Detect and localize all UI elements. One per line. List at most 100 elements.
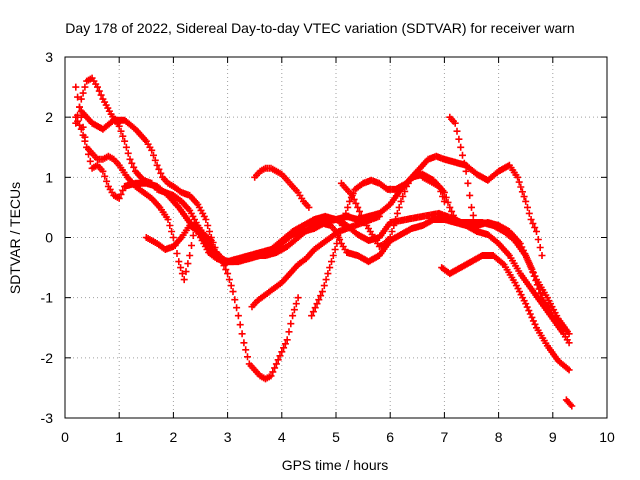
data-point xyxy=(291,185,294,188)
data-point xyxy=(353,224,357,227)
data-point xyxy=(475,173,479,176)
data-point xyxy=(269,374,273,378)
data-point xyxy=(329,236,332,239)
data-point xyxy=(85,146,88,149)
data-point xyxy=(166,182,170,185)
data-point xyxy=(421,215,424,218)
data-point xyxy=(177,206,180,209)
data-point xyxy=(107,155,110,158)
data-point xyxy=(378,254,381,257)
data-point xyxy=(74,122,78,125)
data-point xyxy=(529,287,533,290)
data-point xyxy=(356,254,359,257)
series-track-6 xyxy=(251,164,313,211)
data-point xyxy=(567,332,571,335)
data-point xyxy=(80,110,83,113)
data-point xyxy=(321,290,324,293)
data-point xyxy=(529,266,533,269)
data-point xyxy=(183,278,186,281)
data-point xyxy=(74,85,78,89)
data-point xyxy=(502,263,506,266)
data-point xyxy=(296,296,300,299)
data-point xyxy=(405,185,408,188)
data-point xyxy=(288,272,292,275)
data-point xyxy=(378,215,381,218)
x-tick-label: 3 xyxy=(224,429,232,445)
data-point xyxy=(464,164,468,167)
data-point xyxy=(164,248,167,251)
data-point xyxy=(275,251,278,254)
chart-title: Day 178 of 2022, Sidereal Day-to-day VTE… xyxy=(65,20,574,36)
data-point xyxy=(296,263,300,266)
data-point xyxy=(437,185,441,188)
data-point xyxy=(557,359,560,362)
data-point xyxy=(180,236,183,239)
data-point xyxy=(470,206,473,209)
data-point xyxy=(134,170,137,173)
data-point xyxy=(367,239,370,242)
data-point xyxy=(345,251,348,254)
data-point xyxy=(253,176,256,179)
data-point xyxy=(551,314,554,317)
data-point xyxy=(145,140,148,143)
y-tick-label: 2 xyxy=(45,109,53,125)
data-point xyxy=(448,206,451,209)
data-point xyxy=(570,404,573,408)
data-point xyxy=(253,254,256,257)
data-point xyxy=(123,140,126,143)
data-point xyxy=(180,191,183,194)
data-point xyxy=(565,398,568,402)
data-point xyxy=(134,182,137,185)
data-point xyxy=(448,272,451,275)
data-point xyxy=(567,341,571,344)
data-point xyxy=(264,377,267,381)
data-point xyxy=(101,97,105,101)
data-point xyxy=(302,224,305,227)
data-point xyxy=(348,200,351,203)
data-point xyxy=(459,146,462,149)
data-point xyxy=(307,206,311,209)
data-point xyxy=(96,164,99,167)
data-point xyxy=(286,245,289,248)
x-tick-label: 2 xyxy=(170,429,178,445)
data-point xyxy=(524,302,527,305)
data-point xyxy=(90,76,94,80)
data-point xyxy=(459,266,462,269)
data-point xyxy=(524,200,527,203)
data-point xyxy=(440,266,443,269)
data-point xyxy=(386,188,389,191)
data-point xyxy=(307,227,311,230)
data-point xyxy=(242,341,246,344)
data-point xyxy=(212,254,216,257)
series-track-5 xyxy=(72,83,215,244)
data-point xyxy=(351,194,354,197)
data-point xyxy=(321,242,324,245)
data-point xyxy=(340,182,343,185)
data-point xyxy=(546,296,549,299)
data-point xyxy=(199,230,202,233)
data-points xyxy=(72,74,576,410)
data-point xyxy=(172,236,175,239)
data-point xyxy=(313,218,316,221)
data-point xyxy=(389,203,392,206)
data-point xyxy=(145,182,148,185)
data-point xyxy=(410,176,414,179)
data-point xyxy=(342,218,346,221)
data-point xyxy=(109,113,113,116)
data-point xyxy=(464,224,468,227)
data-point xyxy=(535,326,538,329)
data-point xyxy=(291,233,294,236)
data-point xyxy=(204,242,208,245)
data-point xyxy=(188,254,191,257)
y-tick-label: 0 xyxy=(45,230,53,246)
data-point xyxy=(101,158,105,161)
data-point xyxy=(367,260,370,263)
data-point xyxy=(313,248,316,251)
data-point xyxy=(248,362,251,366)
y-tick-label: -2 xyxy=(41,350,54,366)
x-tick-label: 5 xyxy=(332,429,340,445)
data-point xyxy=(508,230,511,233)
data-point xyxy=(356,206,359,209)
x-tick-label: 0 xyxy=(61,429,69,445)
data-point xyxy=(370,179,373,182)
